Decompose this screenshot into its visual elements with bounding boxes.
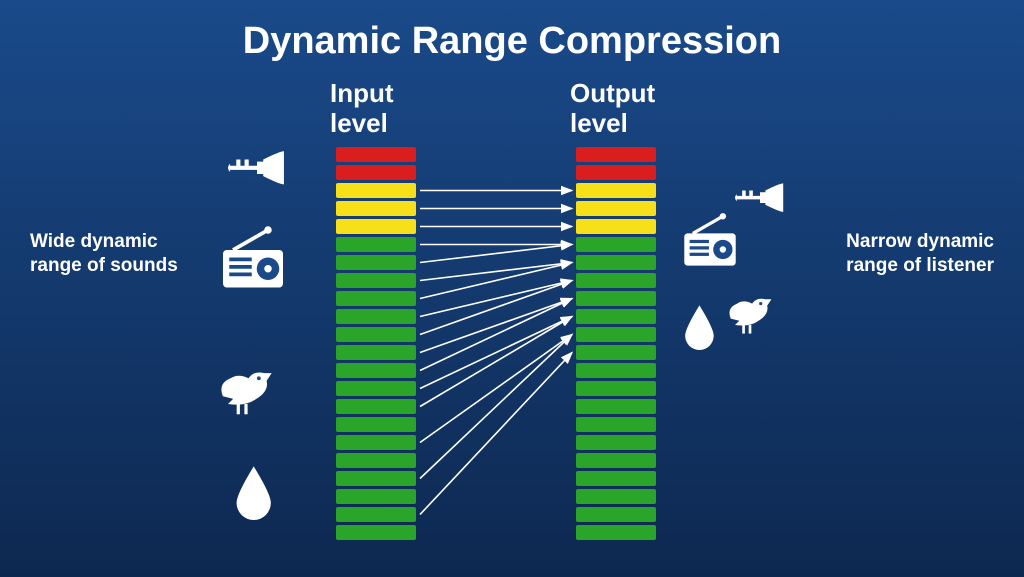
output-meter (576, 147, 656, 540)
meter-segment (336, 507, 416, 522)
radio-icon (680, 212, 740, 272)
meter-segment (576, 309, 656, 324)
meter-segment (336, 381, 416, 396)
meter-segment (336, 363, 416, 378)
meter-segment (576, 507, 656, 522)
meter-segment (336, 399, 416, 414)
meter-segment (576, 417, 656, 432)
left-label-line2: range of sounds (30, 254, 178, 278)
input-level-label: Input level (330, 79, 394, 139)
input-meter (336, 147, 416, 540)
right-label-line1: Narrow dynamic (846, 230, 994, 254)
meter-segment (576, 147, 656, 162)
radio-icon (218, 225, 288, 295)
right-label-line2: range of listener (846, 254, 994, 278)
trumpet-icon (735, 178, 785, 228)
left-label-line1: Wide dynamic (30, 230, 178, 254)
bird-icon (720, 280, 780, 340)
meter-segment (336, 525, 416, 540)
meter-segment (576, 183, 656, 198)
page-title: Dynamic Range Compression (0, 20, 1024, 63)
meter-segment (336, 147, 416, 162)
left-side-label: Wide dynamic range of sounds (30, 230, 178, 278)
meter-segment (576, 453, 656, 468)
meter-segment (336, 489, 416, 504)
output-label-line2: level (570, 109, 655, 139)
drop-icon (228, 460, 288, 520)
meter-segment (576, 363, 656, 378)
meter-segment (336, 309, 416, 324)
meter-segment (576, 273, 656, 288)
meter-segment (336, 201, 416, 216)
meter-segment (336, 183, 416, 198)
meter-segment (576, 525, 656, 540)
meter-segment (336, 219, 416, 234)
meter-segment (336, 327, 416, 342)
drop-icon (678, 300, 728, 350)
output-label-line1: Output (570, 79, 655, 109)
meter-segment (576, 381, 656, 396)
meter-segment (336, 345, 416, 360)
background (0, 0, 1024, 577)
output-level-label: Output level (570, 79, 655, 139)
meter-segment (576, 201, 656, 216)
input-label-line2: level (330, 109, 394, 139)
meter-segment (576, 489, 656, 504)
meter-segment (576, 237, 656, 252)
input-label-line1: Input (330, 79, 394, 109)
bird-icon (210, 350, 282, 422)
meter-segment (336, 453, 416, 468)
right-side-label: Narrow dynamic range of listener (846, 230, 994, 278)
meter-segment (576, 471, 656, 486)
meter-segment (576, 165, 656, 180)
trumpet-icon (228, 145, 286, 203)
meter-segment (336, 435, 416, 450)
meter-segment (576, 345, 656, 360)
meter-segment (576, 291, 656, 306)
meter-segment (336, 417, 416, 432)
meter-segment (336, 471, 416, 486)
meter-segment (336, 237, 416, 252)
meter-segment (576, 219, 656, 234)
meter-segment (336, 255, 416, 270)
meter-segment (336, 273, 416, 288)
meter-segment (576, 327, 656, 342)
meter-segment (336, 165, 416, 180)
meter-segment (576, 435, 656, 450)
meter-segment (576, 255, 656, 270)
meter-segment (336, 291, 416, 306)
meter-segment (576, 399, 656, 414)
